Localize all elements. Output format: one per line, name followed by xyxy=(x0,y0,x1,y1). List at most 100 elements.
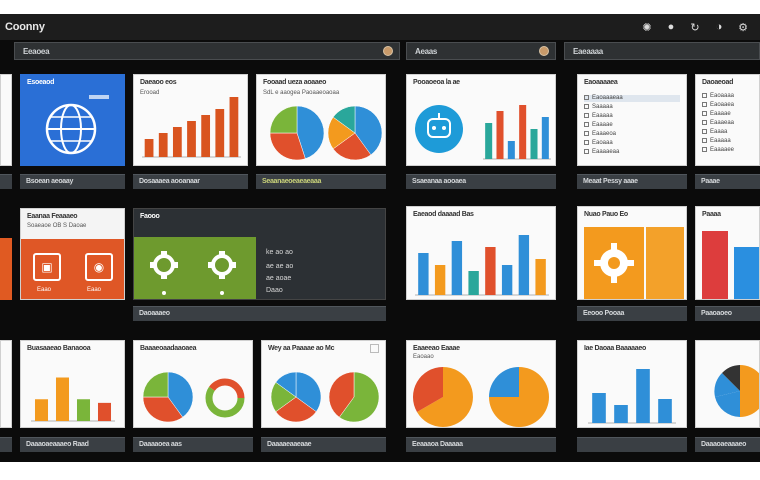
card-caption: Eeaaaoa Daaaaa xyxy=(406,437,556,452)
bar xyxy=(535,259,546,295)
card-subtitle: Soaeaoe OB S Daoae xyxy=(27,223,87,229)
list-item[interactable]: Eaaaaa xyxy=(584,113,613,120)
settings-icon[interactable]: ⚙ xyxy=(738,21,748,34)
card-title: Pooaoeoa la ae xyxy=(413,79,460,86)
list-item[interactable]: Saaaaa xyxy=(584,104,613,111)
list-item[interactable]: Eaoaaaa xyxy=(702,93,734,100)
pin-icon[interactable]: ✺ xyxy=(642,21,652,34)
card-globe[interactable]: Esoeaod xyxy=(20,74,125,166)
card-pie-charts-3[interactable]: Eaaeeao Eaaae Eaoaao xyxy=(406,340,556,428)
bar-red xyxy=(702,231,728,299)
card-caption: Paaoaoeo xyxy=(695,306,760,321)
card-pie-donut[interactable]: Baaaeoaadaaoaea xyxy=(133,340,253,428)
column-header-1[interactable]: Eeaoea xyxy=(14,42,400,60)
list-item-label: Eaoaaaeaa xyxy=(592,95,623,102)
list-item-label: Eaaaaa xyxy=(592,113,613,120)
card-title: Iae Daoaa Baaaaaeo xyxy=(584,345,646,352)
avatar[interactable] xyxy=(383,46,393,56)
card-caption: Daaaaoea aas xyxy=(133,437,253,452)
bar xyxy=(496,111,504,159)
orange-tile xyxy=(584,227,644,299)
card-gear-orange[interactable]: Nuao Pauo Eo xyxy=(577,206,687,300)
bar-chart xyxy=(588,369,676,424)
bar xyxy=(451,241,463,295)
bell-icon[interactable]: ● xyxy=(667,21,675,33)
card-gears[interactable]: Faooo ke ao ao ae ae ao ae aoae Daao xyxy=(133,208,386,300)
bar xyxy=(172,127,182,157)
list-item[interactable]: Eaoaaaeaa xyxy=(584,95,680,102)
robot-icon xyxy=(415,105,463,153)
card-title: Faooo xyxy=(140,213,160,220)
bar-chart xyxy=(31,377,115,422)
card-pie-charts-1[interactable]: Fooaad ueza aoaaeo SdL e aaogea Paoaaeoa… xyxy=(256,74,386,166)
list-item[interactable]: Eaaaaeaa xyxy=(584,149,619,156)
card-caption: Seaanaeoeaeaeaaa xyxy=(256,174,386,189)
card-edge-left-2[interactable] xyxy=(0,238,12,300)
bar-blue xyxy=(734,247,759,299)
pie-slice xyxy=(142,396,184,423)
card-title: Fooaad ueza aoaaeo xyxy=(263,79,327,86)
caption-text: Ssaeanaa aooaea xyxy=(412,178,466,185)
bar xyxy=(530,129,538,159)
phone-icon[interactable]: ▣ xyxy=(33,253,61,281)
bar xyxy=(592,393,606,423)
card-pie-right[interactable] xyxy=(695,340,760,428)
list-item[interactable]: Eaaaaa xyxy=(702,138,731,145)
bar xyxy=(418,253,429,295)
bar-chart xyxy=(483,105,551,160)
pie-chart xyxy=(142,371,194,423)
pie-chart xyxy=(269,105,325,161)
moon-icon[interactable]: ◑ xyxy=(715,21,723,33)
bar xyxy=(485,247,496,295)
card-device-buttons[interactable]: Eaanaa Feaaaeo Soaeaoe OB S Daoae ▣ ◉ Ea… xyxy=(20,208,125,300)
caption-text: Eeooo Pooaa xyxy=(583,310,625,317)
card-subtitle: SdL e aaogea Paoaaeoaoaa xyxy=(263,90,340,96)
pie-chart xyxy=(714,365,759,417)
card-bar-chart-2[interactable]: Eaeaod daaaad Bas xyxy=(406,206,556,300)
card-list-2[interactable]: Daoaeoad Eaoaaaa Eaoaaea Eaaaae Eaaaeaa … xyxy=(695,74,760,166)
list-item[interactable]: Eaaaaee xyxy=(702,147,734,154)
list-item[interactable]: Eaoaaa xyxy=(584,140,613,147)
card-caption: Daaaaeaaeaae xyxy=(261,437,386,452)
card-bars-right[interactable]: Paaaa xyxy=(695,206,760,300)
card-edge-left-3[interactable] xyxy=(0,340,12,428)
card-pie-charts-2[interactable]: Wey aa Paaaae ao Mc xyxy=(261,340,386,428)
card-caption: Ssaeanaa aooaea xyxy=(406,174,556,189)
bar xyxy=(97,402,112,421)
caption-text: Paaae xyxy=(701,178,720,185)
list-item[interactable]: Eaoaaea xyxy=(702,102,734,109)
pie-slice xyxy=(295,371,322,413)
list-item[interactable]: Eaaaeoa xyxy=(584,131,616,138)
card-bar-chart-1[interactable]: Daeaoo eos Erooad xyxy=(133,74,248,166)
pie-slice xyxy=(354,105,383,156)
list-item-label: Eaoaaea xyxy=(710,102,735,109)
caption-text: Bsoean aeoaay xyxy=(26,178,74,185)
refresh-icon[interactable]: ↻ xyxy=(690,21,700,34)
column-header-label: Aeaas xyxy=(415,47,438,56)
avatar[interactable] xyxy=(539,46,549,56)
card-title: Buasaaeao Banaooa xyxy=(27,345,91,352)
card-bar-chart-3[interactable]: Buasaaeao Banaooa xyxy=(20,340,125,428)
card-edge-left-1[interactable] xyxy=(0,74,12,166)
card-list[interactable]: Eaoaaaaea Eaoaaaeaa Saaaaa Eaaaaa Eaaaae… xyxy=(577,74,687,166)
list-item[interactable]: Eaaaeaa xyxy=(702,120,734,127)
card-edge-caption xyxy=(0,174,12,189)
card-robot-bars[interactable]: Pooaoeoa la ae xyxy=(406,74,556,166)
bar-chart xyxy=(142,97,241,158)
column-header-2[interactable]: Aeaas xyxy=(406,42,556,60)
lock-icon[interactable]: ◉ xyxy=(85,253,113,281)
list-item-label: Eaaaae xyxy=(710,111,731,118)
list-item[interactable]: Eaaaae xyxy=(702,111,731,118)
card-title: Nuao Pauo Eo xyxy=(584,211,628,218)
donut-chart xyxy=(205,378,245,418)
pie-slice xyxy=(142,371,169,398)
bar xyxy=(468,271,479,295)
list-item[interactable]: Eaaaa xyxy=(702,129,727,136)
card-bar-chart-4[interactable]: Iae Daoaa Baaaaaeo xyxy=(577,340,687,428)
bar xyxy=(614,405,628,423)
list-item[interactable]: Eaaaae xyxy=(584,122,613,129)
card-caption: Daoaaaeo xyxy=(133,306,386,321)
column-header-3[interactable]: Eaeaaaa xyxy=(564,42,760,60)
list-item-label: Eaaaa xyxy=(710,129,728,136)
close-icon[interactable] xyxy=(370,344,379,353)
